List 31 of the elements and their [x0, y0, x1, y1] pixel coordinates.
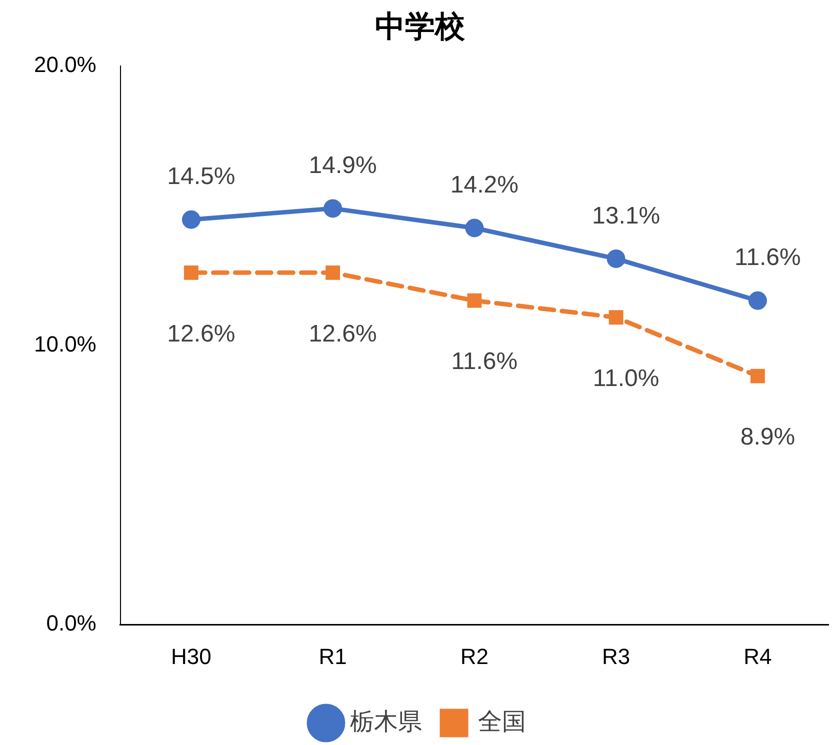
y-tick-label: 10.0% [34, 331, 96, 356]
y-tick-label: 20.0% [34, 52, 96, 78]
point [608, 310, 624, 325]
x-tick-label: R3 [602, 644, 630, 669]
legend-label: 全国 [478, 708, 526, 736]
data-label: 8.9% [740, 424, 796, 451]
data-label: 12.6% [308, 320, 377, 348]
chart-title: 中学校 [375, 10, 466, 44]
x-tick-label: H30 [171, 644, 212, 669]
x-tick-label: R1 [318, 644, 347, 669]
point [748, 291, 767, 310]
point [324, 199, 342, 218]
data-label: 14.2% [450, 172, 518, 199]
legend-label: 栃木県 [350, 708, 422, 736]
y-tick-label: 0.0% [46, 610, 96, 636]
point [465, 218, 484, 238]
data-label: 12.6% [167, 320, 236, 348]
data-label: 14.9% [308, 152, 377, 180]
x-tick-label: R4 [744, 644, 772, 669]
x-tick-label: R2 [460, 644, 488, 669]
data-label: 11.0% [592, 364, 660, 392]
point [184, 265, 198, 280]
data-label: 13.1% [592, 202, 660, 230]
point [326, 265, 340, 280]
point [467, 293, 482, 308]
point [750, 368, 765, 384]
point [606, 249, 626, 268]
point [182, 210, 200, 229]
data-label: 14.5% [167, 163, 236, 190]
data-label: 11.6% [734, 244, 801, 272]
data-label: 11.6% [451, 348, 518, 376]
